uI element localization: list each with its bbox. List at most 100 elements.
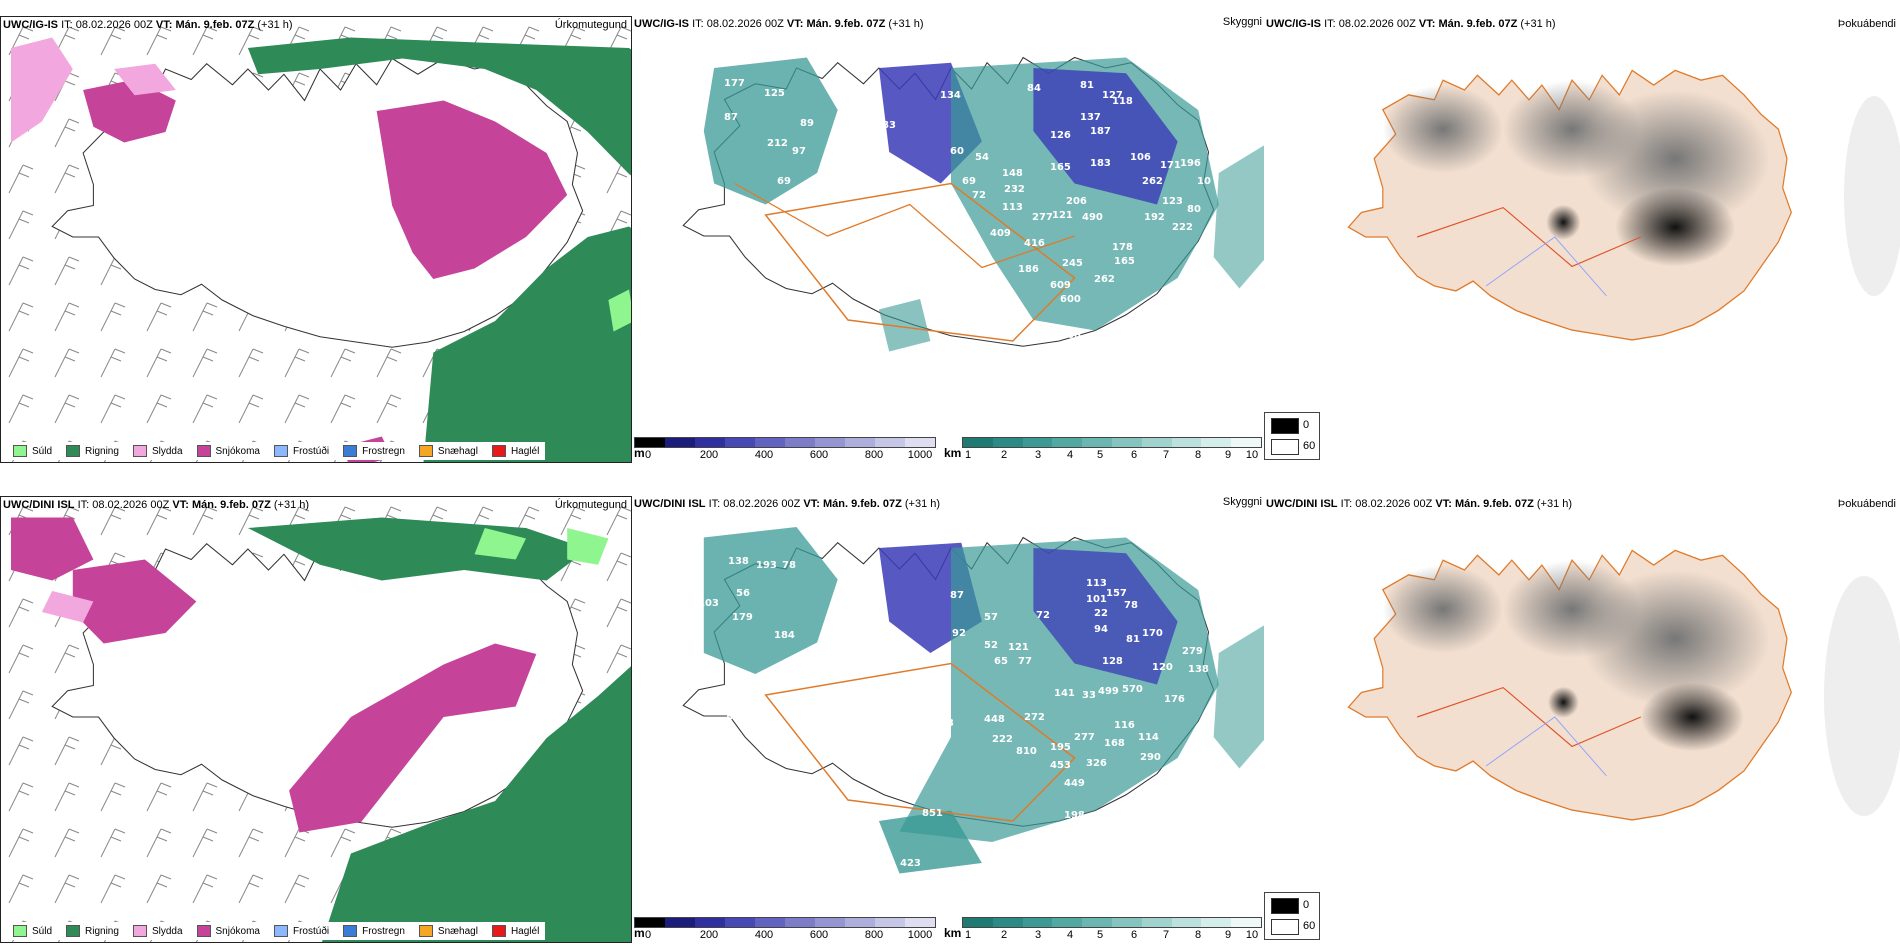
legend-item-drizzle: Súld <box>13 445 52 457</box>
ceiling-tick: 400 <box>754 449 774 461</box>
svg-text:101: 101 <box>1086 594 1107 605</box>
svg-text:222: 222 <box>992 734 1013 745</box>
visibility-tick: 7 <box>1162 929 1170 941</box>
svg-text:78: 78 <box>1124 600 1138 611</box>
svg-text:125: 125 <box>764 88 785 99</box>
svg-text:81: 81 <box>1080 80 1094 91</box>
svg-text:187: 187 <box>1090 126 1111 137</box>
precip-type-panel-row2: UWC/DINI ISL IT: 08.02.2026 00Z VT: Mán.… <box>0 496 632 943</box>
fog-key: 0 60 <box>1264 412 1320 460</box>
svg-text:65: 65 <box>994 656 1008 667</box>
svg-text:176: 176 <box>1164 694 1185 705</box>
svg-text:81: 81 <box>1126 634 1140 645</box>
visibility-tick: 5 <box>1096 929 1104 941</box>
svg-text:103: 103 <box>698 598 719 609</box>
visibility-unit: km <box>944 926 962 940</box>
svg-text:157: 157 <box>1106 588 1127 599</box>
ceiling-tick: 400 <box>754 929 774 941</box>
svg-text:134: 134 <box>940 90 961 101</box>
svg-text:57: 57 <box>752 226 766 237</box>
svg-text:83: 83 <box>882 120 896 131</box>
svg-text:80: 80 <box>1187 204 1201 215</box>
svg-text:137: 137 <box>1080 112 1101 123</box>
fog-indicator-map <box>1347 69 1900 341</box>
panel-title: Úrkomutegund <box>554 499 627 511</box>
svg-text:116: 116 <box>1114 720 1135 731</box>
svg-text:127: 127 <box>1102 90 1123 101</box>
svg-text:57: 57 <box>984 612 998 623</box>
svg-text:83: 83 <box>782 668 796 679</box>
svg-text:290: 290 <box>1140 752 1161 763</box>
panel-title: Úrkomutegund <box>554 19 627 31</box>
svg-text:69: 69 <box>962 176 976 187</box>
svg-text:192: 192 <box>1144 212 1165 223</box>
svg-text:272: 272 <box>1024 712 1045 723</box>
svg-text:126: 126 <box>1050 130 1071 141</box>
svg-text:198: 198 <box>1064 810 1085 821</box>
svg-text:56: 56 <box>688 724 702 735</box>
ceiling-tick: 600 <box>809 929 829 941</box>
ceiling-labels: 177 125 87 89 212 97 69 59 57 48 142 83 … <box>700 78 1211 341</box>
svg-text:114: 114 <box>1138 732 1159 743</box>
svg-text:277: 277 <box>1032 212 1053 223</box>
ceiling-colorbar: 0 200 400 600 800 1000 <box>634 917 936 942</box>
svg-text:10: 10 <box>1197 176 1211 187</box>
svg-text:138: 138 <box>728 556 749 567</box>
svg-text:52: 52 <box>984 640 998 651</box>
svg-text:277: 277 <box>1074 732 1095 743</box>
legend-item-hail: Haglél <box>491 445 539 457</box>
panel-header: UWC/IG-IS IT: 08.02.2026 00Z VT: Mán. 9.… <box>1266 18 1556 30</box>
precip-type-panel-row1: UWC/IG-IS IT: 08.02.2026 00Z VT: Mán. 9.… <box>0 16 632 463</box>
visibility-unit: km <box>944 446 962 460</box>
panel-header: UWC/DINI ISL IT: 08.02.2026 00Z VT: Mán.… <box>3 499 310 511</box>
svg-text:87: 87 <box>724 112 738 123</box>
ceiling-visibility-map: 138 193 78 103 179 56 184 70 83 52 56 59… <box>682 527 1264 874</box>
svg-text:92: 92 <box>952 628 966 639</box>
legend-item-rain: Rigning <box>66 925 119 937</box>
fog-indicator-panel-row1: UWC/IG-IS IT: 08.02.2026 00Z VT: Mán. 9.… <box>1264 16 1900 463</box>
svg-text:77: 77 <box>1018 656 1032 667</box>
svg-text:160: 160 <box>1060 330 1081 341</box>
svg-text:570: 570 <box>1122 684 1143 695</box>
svg-text:448: 448 <box>984 714 1005 725</box>
ceiling-unit: m <box>634 446 645 460</box>
svg-text:177: 177 <box>724 78 745 89</box>
svg-text:409: 409 <box>990 228 1011 239</box>
svg-text:89: 89 <box>800 118 814 129</box>
svg-text:118: 118 <box>1112 96 1133 107</box>
legend-item-sleet: Slydda <box>132 925 183 937</box>
svg-text:499: 499 <box>1098 686 1119 697</box>
precip-legend: Súld Rigning Slydda Snjókoma Frostúði Fr… <box>7 442 546 460</box>
ceiling-visibility-panel-row1: 177 125 87 89 212 97 69 59 57 48 142 83 … <box>632 16 1264 463</box>
svg-text:48: 48 <box>700 238 714 249</box>
svg-text:113: 113 <box>1086 578 1107 589</box>
visibility-tick: 9 <box>1224 929 1232 941</box>
svg-text:416: 416 <box>1024 238 1045 249</box>
ceiling-tick: 1000 <box>907 449 933 461</box>
svg-text:99: 99 <box>896 716 910 727</box>
svg-text:148: 148 <box>1002 168 1023 179</box>
visibility-tick: 1 <box>964 929 972 941</box>
svg-text:78: 78 <box>782 560 796 571</box>
visibility-tick: 4 <box>1066 929 1074 941</box>
legend-item-sleet: Slydda <box>132 445 183 457</box>
visibility-tick: 3 <box>1034 929 1042 941</box>
svg-text:72: 72 <box>972 190 986 201</box>
visibility-tick: 8 <box>1194 929 1202 941</box>
svg-text:121: 121 <box>1052 210 1073 221</box>
svg-text:490: 490 <box>1082 212 1103 223</box>
svg-text:52: 52 <box>812 698 826 709</box>
visibility-colorbar: 1 2 3 4 5 6 7 8 9 10 <box>962 917 1262 942</box>
precip-type-map <box>1 17 631 462</box>
legend-item-hail: Haglél <box>491 925 539 937</box>
panel-title: Þokuábendi <box>1837 18 1896 30</box>
svg-text:326: 326 <box>1086 758 1107 769</box>
svg-text:93: 93 <box>940 718 954 729</box>
svg-text:141: 141 <box>1054 688 1075 699</box>
svg-text:279: 279 <box>1182 646 1203 657</box>
svg-text:168: 168 <box>1104 738 1125 749</box>
legend-item-freezing-rain: Frostregn <box>343 925 405 937</box>
svg-text:72: 72 <box>1036 610 1050 621</box>
ceiling-tick: 0 <box>644 929 652 941</box>
panel-header: UWC/DINI ISL IT: 08.02.2026 00Z VT: Mán.… <box>1266 498 1573 510</box>
